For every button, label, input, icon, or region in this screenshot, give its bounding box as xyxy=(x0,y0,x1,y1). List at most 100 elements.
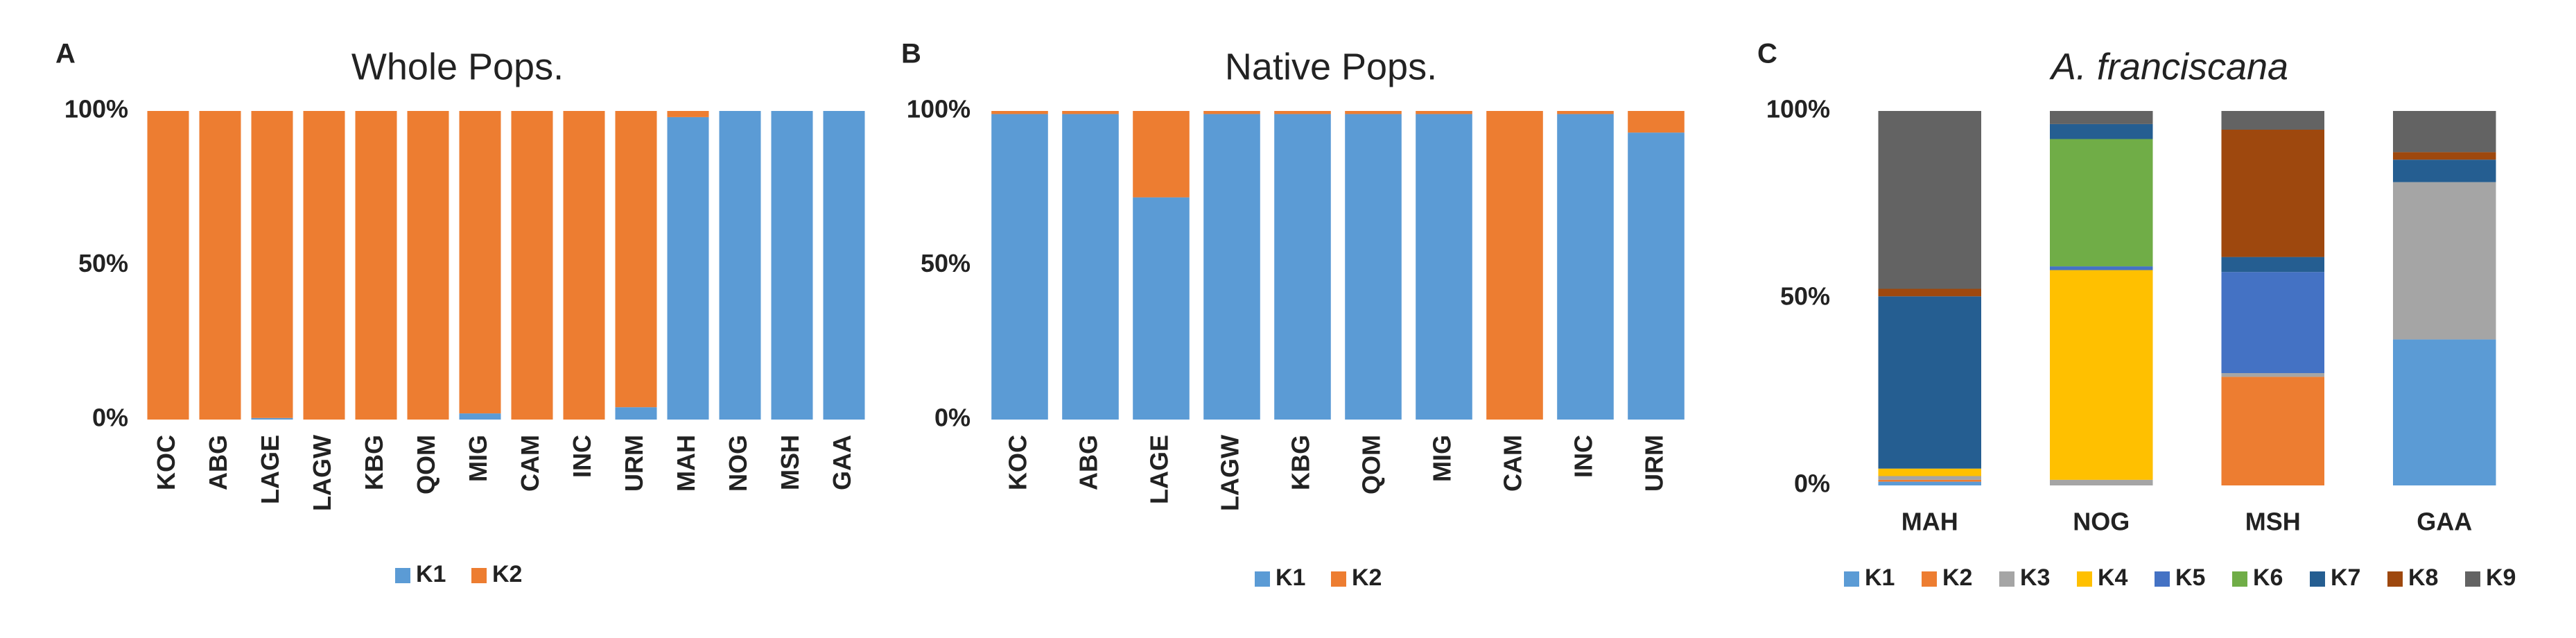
bar-segment xyxy=(2221,373,2324,377)
legend-label: K1 xyxy=(1276,564,1305,591)
panel-letter: A xyxy=(55,39,76,69)
bar-segment xyxy=(147,111,189,420)
bar-segment xyxy=(1345,111,1402,114)
y-tick-label: 0% xyxy=(1794,469,1830,498)
bar-segment xyxy=(2050,270,2153,480)
legend-label: K2 xyxy=(492,561,522,587)
bar-segment xyxy=(2393,160,2496,182)
bar-segment xyxy=(303,111,345,420)
x-tick-label: ABG xyxy=(1074,435,1103,490)
legend-label: K1 xyxy=(416,561,446,587)
y-tick-label: 100% xyxy=(1766,95,1830,123)
panel-letter: C xyxy=(1757,39,1777,69)
x-tick-label: LAGE xyxy=(256,435,284,504)
bar-segment xyxy=(615,407,657,420)
bar-segment xyxy=(1274,111,1331,114)
bar-segment xyxy=(1557,114,1614,420)
bar-segment xyxy=(991,111,1048,114)
bar-segment xyxy=(1062,111,1119,114)
bar-segment xyxy=(2050,479,2153,485)
x-tick-label: QOM xyxy=(1357,435,1386,494)
bar-segment xyxy=(2050,266,2153,270)
bar-segment xyxy=(1628,111,1685,133)
bar-segment xyxy=(1878,481,1981,485)
bar-segment xyxy=(199,111,241,420)
bar-segment xyxy=(2393,182,2496,340)
x-tick-label: LAGW xyxy=(308,435,336,511)
bar-segment xyxy=(1062,114,1119,420)
y-tick-label: 100% xyxy=(64,95,128,123)
x-tick-label: MIG xyxy=(464,435,492,482)
bar-segment xyxy=(667,117,709,420)
x-tick-label: KOC xyxy=(1004,435,1032,490)
bar-segment xyxy=(1878,476,1981,480)
x-tick-label: GAA xyxy=(828,435,856,490)
legend-label: K8 xyxy=(2408,564,2438,591)
bar-segment xyxy=(1203,111,1260,114)
bar-segment xyxy=(2050,111,2153,124)
bar-segment xyxy=(1878,288,1981,297)
x-tick-label: CAM xyxy=(516,435,544,492)
bar-segment xyxy=(563,111,605,420)
legend-label: K9 xyxy=(2486,564,2516,591)
bar-segment xyxy=(2221,257,2324,273)
legend-swatch xyxy=(1255,571,1270,587)
y-tick-label: 50% xyxy=(1780,282,1830,311)
legend-label: K2 xyxy=(1352,564,1382,591)
legend-swatch xyxy=(395,568,410,583)
x-tick-label: LAGW xyxy=(1216,435,1244,511)
bar-segment xyxy=(771,111,813,420)
legend-swatch xyxy=(2077,571,2092,587)
x-tick-label: MIG xyxy=(1428,435,1456,482)
chart-title: A. franciscana xyxy=(2049,46,2288,87)
x-tick-label: LAGE xyxy=(1145,435,1174,504)
bar-segment xyxy=(2393,111,2496,153)
bar-segment xyxy=(1557,111,1614,114)
bar-segment xyxy=(1878,111,1981,289)
bar-segment xyxy=(459,413,501,420)
bar-segment xyxy=(511,111,553,420)
bar-segment xyxy=(1133,111,1190,198)
y-tick-label: 100% xyxy=(907,95,971,123)
x-tick-label: ABG xyxy=(204,435,232,490)
bar-segment xyxy=(251,417,293,420)
bar-segment xyxy=(1274,114,1331,420)
x-tick-label: MAH xyxy=(1901,508,1958,536)
bar-segment xyxy=(667,111,709,117)
legend-swatch xyxy=(1331,571,1346,587)
panel-letter: B xyxy=(901,39,921,69)
legend-swatch xyxy=(1844,571,1859,587)
legend-label: K4 xyxy=(2098,564,2128,591)
bar-segment xyxy=(1878,296,1981,469)
x-tick-label: MSH xyxy=(2245,508,2301,536)
x-tick-label: INC xyxy=(568,435,596,478)
bar-segment xyxy=(459,111,501,414)
bar-segment xyxy=(1345,114,1402,420)
x-tick-label: GAA xyxy=(2417,508,2472,536)
y-tick-label: 0% xyxy=(92,404,128,432)
bar-segment xyxy=(1203,114,1260,420)
bar-segment xyxy=(2050,123,2153,139)
bar-segment xyxy=(1878,468,1981,476)
y-tick-label: 50% xyxy=(78,249,128,277)
legend-swatch xyxy=(2232,571,2247,587)
legend-label: K1 xyxy=(1865,564,1895,591)
bar-segment xyxy=(1416,114,1472,420)
bar-segment xyxy=(1878,479,1981,482)
x-tick-label: URM xyxy=(620,435,648,492)
bar-segment xyxy=(1416,111,1472,114)
bar-segment xyxy=(2221,377,2324,485)
bar-segment xyxy=(991,114,1048,420)
x-tick-label: KBG xyxy=(360,435,388,490)
chart-title: Native Pops. xyxy=(1225,46,1437,87)
bar-segment xyxy=(2221,111,2324,130)
bar-segment xyxy=(251,111,293,418)
x-tick-label: QOM xyxy=(412,435,440,494)
legend-label: K7 xyxy=(2331,564,2360,591)
x-tick-label: URM xyxy=(1640,435,1669,492)
legend-swatch xyxy=(1922,571,1937,587)
bar-segment xyxy=(2221,272,2324,373)
x-tick-label: MAH xyxy=(672,435,700,492)
